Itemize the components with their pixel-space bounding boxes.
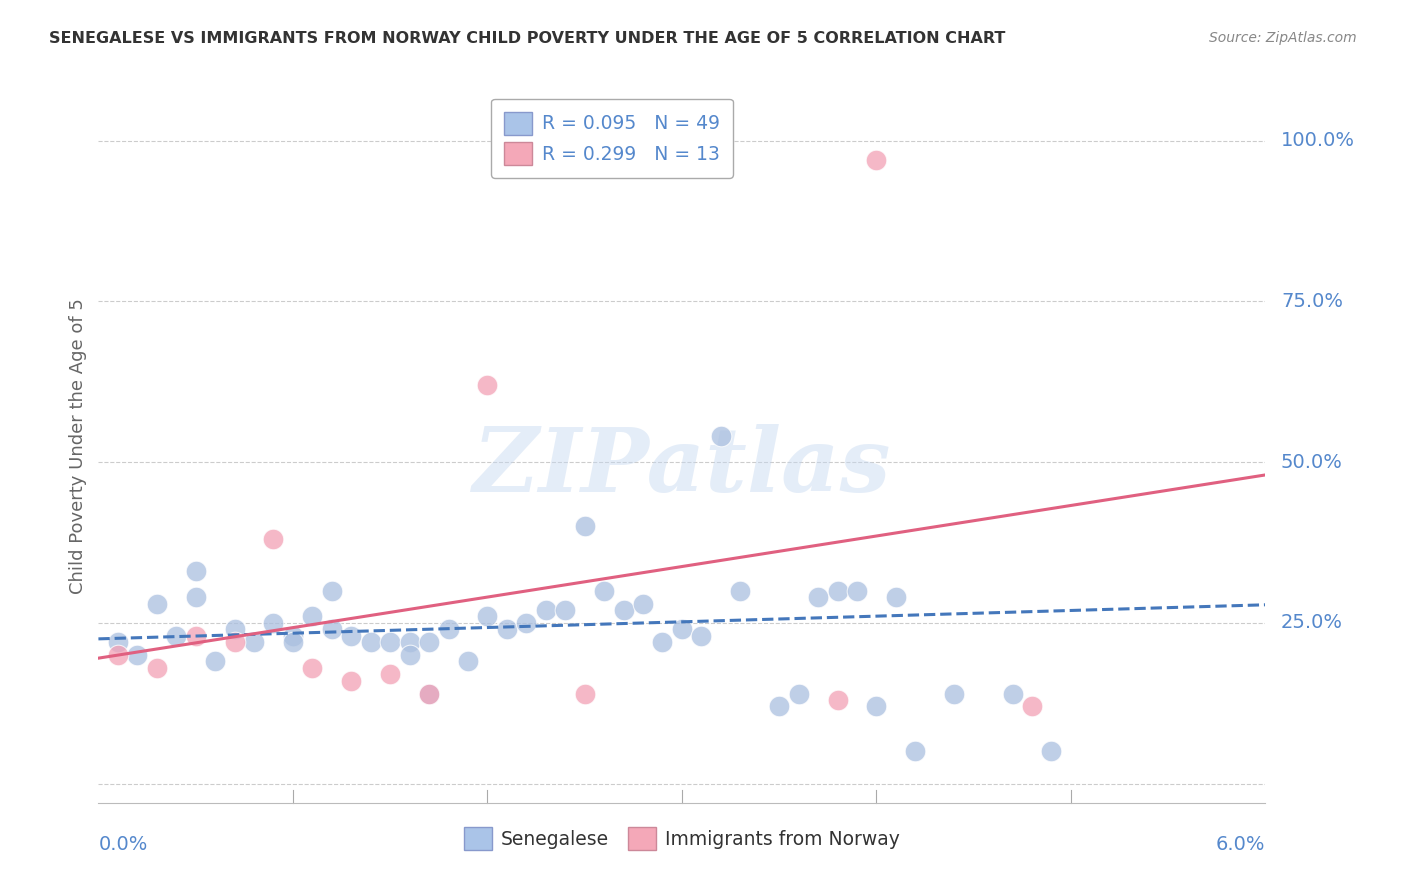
Point [262,533,284,547]
Point [224,635,246,649]
Text: 100.0%: 100.0% [1281,131,1355,150]
Point [515,615,537,630]
Point [184,629,207,643]
Point [904,744,927,758]
Point [574,519,596,533]
Point [146,661,169,675]
Point [107,635,129,649]
Point [418,686,440,700]
Point [1040,744,1063,758]
Point [1001,686,1024,700]
Point [496,622,519,636]
Point [651,635,673,649]
Point [281,629,304,643]
Point [340,629,363,643]
Point [827,583,849,598]
Point [477,609,499,624]
Legend: Senegalese, Immigrants from Norway: Senegalese, Immigrants from Norway [456,820,908,857]
Point [204,654,226,668]
Point [380,667,402,681]
Text: 6.0%: 6.0% [1216,835,1265,854]
Point [398,635,420,649]
Text: 50.0%: 50.0% [1281,452,1343,472]
Text: 75.0%: 75.0% [1281,292,1343,310]
Point [690,629,713,643]
Point [768,699,790,714]
Point [554,603,576,617]
Text: 25.0%: 25.0% [1281,614,1343,632]
Point [943,686,966,700]
Point [127,648,149,662]
Point [534,603,557,617]
Point [865,699,887,714]
Point [884,590,907,604]
Text: Source: ZipAtlas.com: Source: ZipAtlas.com [1209,31,1357,45]
Text: 0.0%: 0.0% [98,835,148,854]
Point [593,583,616,598]
Point [165,629,187,643]
Point [224,622,246,636]
Point [360,635,382,649]
Point [865,153,887,167]
Point [671,622,693,636]
Point [340,673,363,688]
Point [243,635,266,649]
Point [301,661,323,675]
Point [437,622,460,636]
Point [477,378,499,392]
Point [827,693,849,707]
Point [184,565,207,579]
Point [710,429,733,443]
Point [146,597,169,611]
Point [846,583,869,598]
Point [457,654,479,668]
Point [321,583,343,598]
Point [631,597,654,611]
Point [184,590,207,604]
Point [787,686,810,700]
Point [281,635,304,649]
Text: ZIPatlas: ZIPatlas [474,425,890,510]
Point [418,635,440,649]
Point [321,622,343,636]
Point [1021,699,1043,714]
Point [730,583,752,598]
Point [613,603,636,617]
Point [262,615,284,630]
Point [418,686,440,700]
Point [398,648,420,662]
Y-axis label: Child Poverty Under the Age of 5: Child Poverty Under the Age of 5 [69,298,87,594]
Point [807,590,830,604]
Point [380,635,402,649]
Point [301,609,323,624]
Text: SENEGALESE VS IMMIGRANTS FROM NORWAY CHILD POVERTY UNDER THE AGE OF 5 CORRELATIO: SENEGALESE VS IMMIGRANTS FROM NORWAY CHI… [49,31,1005,46]
Point [574,686,596,700]
Point [107,648,129,662]
